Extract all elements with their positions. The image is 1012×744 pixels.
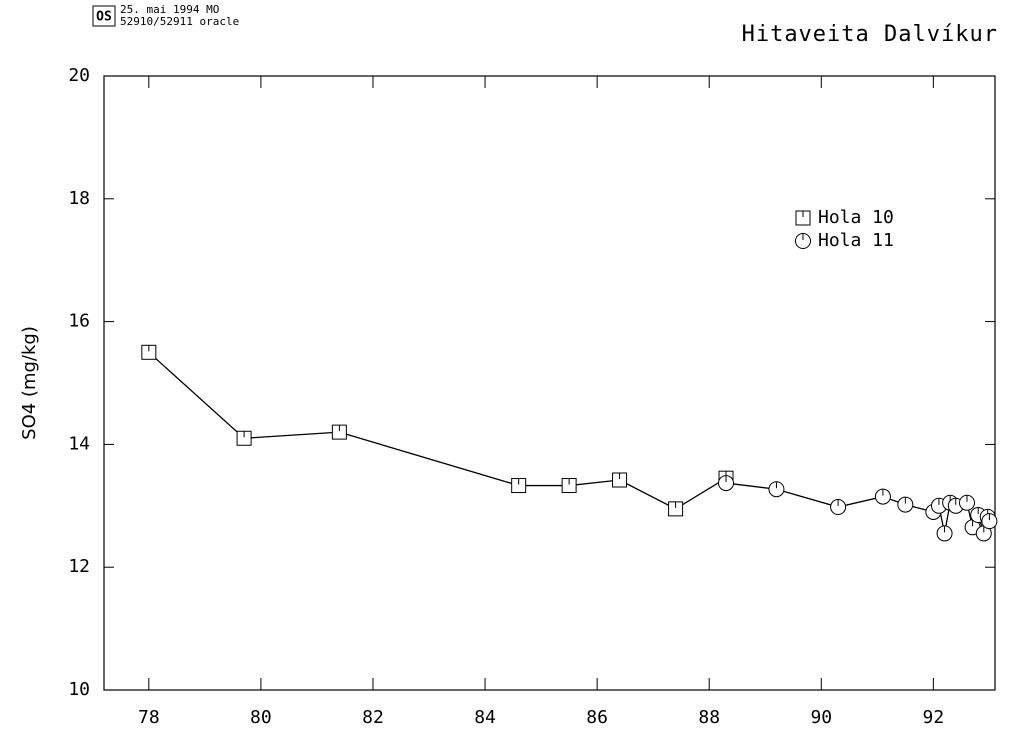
y-tick-label: 10 [68,679,90,700]
x-tick-label: 78 [138,707,160,728]
x-tick-label: 82 [362,707,384,728]
y-tick-label: 18 [68,188,90,209]
chart-title: Hitaveita Dalvíkur [742,22,998,47]
header-date: 25. mai 1994 MO [120,3,219,16]
x-tick-label: 88 [698,707,720,728]
y-tick-label: 20 [68,65,90,86]
marker-circle [958,494,975,511]
logo-box [92,5,116,27]
x-tick-label: 80 [250,707,272,728]
x-tick-label: 92 [923,707,945,728]
legend-label: Hola 11 [818,230,894,251]
plot-frame [103,75,996,691]
x-tick-label: 86 [586,707,608,728]
y-tick-label: 14 [68,433,90,454]
header-id: 52910/52911 oracle [120,15,239,28]
y-axis-label: SO4 (mg/kg) [19,326,40,440]
marker-circle [874,488,891,505]
x-tick-label: 90 [810,707,832,728]
logo: OS [96,10,112,25]
y-tick-label: 16 [68,311,90,332]
marker-circle [795,233,811,249]
marker-circle [936,525,953,542]
marker-circle [897,496,914,513]
marker-circle [768,481,785,498]
series-line [148,351,727,510]
marker-circle [830,499,847,516]
legend-label: Hola 10 [818,207,894,228]
x-tick-label: 84 [474,707,496,728]
marker-circle [981,513,998,530]
y-tick-label: 12 [68,556,90,577]
marker-circle [718,475,735,492]
series-line [725,482,991,536]
